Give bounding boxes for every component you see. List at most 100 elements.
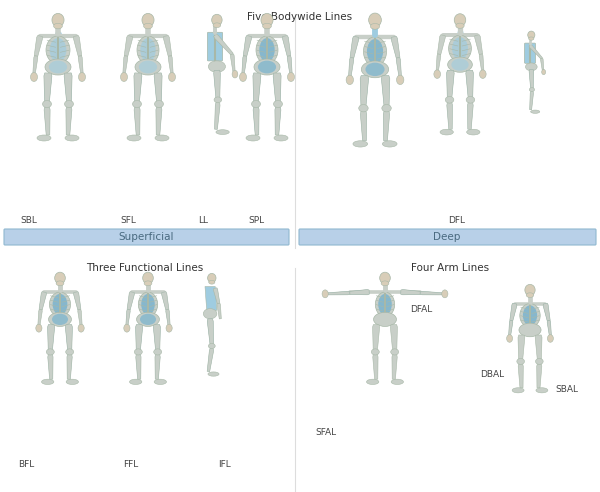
Polygon shape [350,289,369,295]
Polygon shape [47,325,55,350]
Polygon shape [273,73,281,102]
Ellipse shape [520,304,540,327]
Polygon shape [66,107,72,135]
Ellipse shape [542,69,545,75]
Polygon shape [510,303,517,321]
Ellipse shape [374,312,397,326]
Polygon shape [383,111,389,141]
Polygon shape [396,58,401,77]
Ellipse shape [274,100,283,107]
Ellipse shape [368,13,382,27]
Ellipse shape [143,23,152,29]
Ellipse shape [142,13,154,27]
Ellipse shape [378,294,392,315]
Text: SBAL: SBAL [555,385,578,394]
Polygon shape [155,354,160,379]
Ellipse shape [371,349,379,355]
Polygon shape [530,92,533,110]
Text: SFAL: SFAL [315,428,336,437]
Polygon shape [253,73,261,102]
Polygon shape [530,92,533,110]
Ellipse shape [31,72,37,82]
Polygon shape [156,107,162,135]
Ellipse shape [154,349,161,355]
Polygon shape [467,102,473,129]
Ellipse shape [65,135,79,141]
Ellipse shape [49,61,67,73]
Polygon shape [446,70,454,98]
Polygon shape [230,54,235,71]
Ellipse shape [445,96,454,103]
Ellipse shape [208,61,226,72]
Polygon shape [74,292,81,310]
Ellipse shape [529,37,534,40]
Ellipse shape [322,290,328,298]
Ellipse shape [256,36,278,64]
Ellipse shape [133,100,142,107]
Polygon shape [217,304,221,319]
Polygon shape [67,354,72,379]
Ellipse shape [124,324,130,332]
Ellipse shape [448,57,472,72]
Ellipse shape [135,59,161,75]
Ellipse shape [517,359,524,365]
Ellipse shape [391,379,403,384]
Polygon shape [382,76,390,106]
Ellipse shape [261,13,273,27]
Ellipse shape [466,96,475,103]
Ellipse shape [442,290,448,298]
Polygon shape [67,354,72,379]
Ellipse shape [258,61,276,73]
Polygon shape [33,56,38,74]
Polygon shape [391,325,397,350]
Ellipse shape [137,36,159,64]
Ellipse shape [154,379,166,384]
Polygon shape [401,289,420,295]
Polygon shape [283,35,291,57]
Ellipse shape [263,23,271,29]
Polygon shape [349,58,354,77]
Ellipse shape [523,306,537,326]
Polygon shape [154,325,160,350]
Polygon shape [529,69,533,89]
Polygon shape [475,35,482,55]
Polygon shape [391,36,400,58]
Polygon shape [64,73,72,102]
Ellipse shape [370,24,380,29]
Ellipse shape [127,135,141,141]
Polygon shape [401,289,420,295]
Polygon shape [275,107,281,135]
Ellipse shape [367,39,383,64]
Polygon shape [396,58,401,77]
Ellipse shape [144,281,152,286]
Ellipse shape [134,349,142,355]
Ellipse shape [449,35,472,62]
FancyBboxPatch shape [299,229,596,245]
Polygon shape [446,70,454,98]
Polygon shape [64,73,72,102]
Polygon shape [154,325,160,350]
Text: SPL: SPL [248,216,264,225]
Polygon shape [243,35,251,57]
Ellipse shape [169,72,176,82]
Polygon shape [361,111,367,141]
Polygon shape [168,56,173,74]
Text: DFL: DFL [448,216,465,225]
Ellipse shape [52,13,64,27]
Ellipse shape [139,61,157,73]
Text: LL: LL [198,216,208,225]
Polygon shape [420,291,442,295]
Ellipse shape [49,292,71,317]
Polygon shape [479,54,484,71]
Ellipse shape [208,372,219,376]
Ellipse shape [212,14,222,26]
Polygon shape [134,73,142,102]
Ellipse shape [208,343,215,348]
FancyBboxPatch shape [208,32,223,61]
Polygon shape [126,309,130,326]
Text: IFL: IFL [218,460,231,469]
Polygon shape [166,309,170,326]
Polygon shape [510,303,517,321]
Polygon shape [466,70,473,98]
Ellipse shape [361,61,389,78]
